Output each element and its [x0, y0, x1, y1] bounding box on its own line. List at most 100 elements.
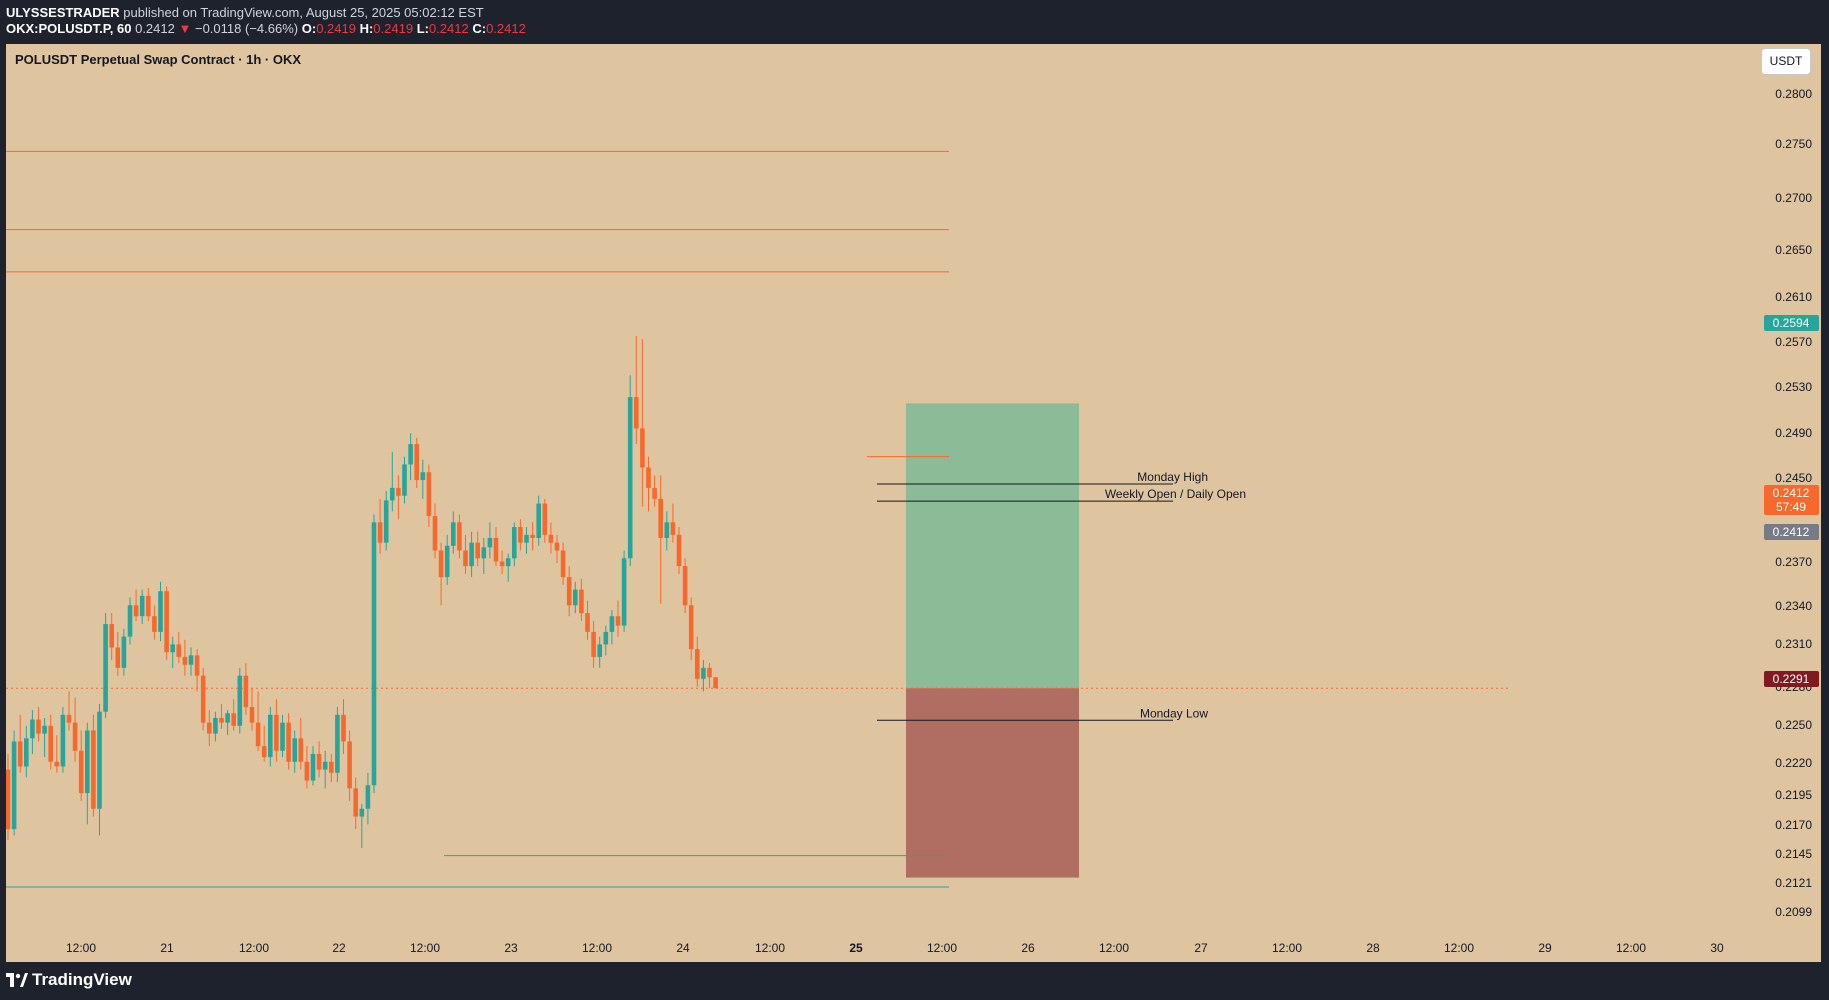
candle-body	[200, 675, 206, 723]
candle-body	[481, 547, 487, 559]
candle-body	[66, 714, 72, 723]
price-axis-label: 0.2800	[1775, 87, 1812, 101]
candle-body	[103, 624, 108, 712]
time-axis-label: 12:00	[1444, 941, 1474, 955]
candle-body	[377, 522, 383, 543]
candle-body	[158, 591, 163, 632]
candle-body	[579, 589, 584, 614]
time-axis-label: 12:00	[927, 941, 957, 955]
time-axis-label: 22	[332, 941, 346, 955]
time-axis-label: 23	[504, 941, 518, 955]
candle-body	[524, 534, 529, 543]
time-axis-label: 24	[676, 941, 690, 955]
candle-body	[695, 649, 700, 679]
candle-body	[11, 741, 17, 830]
candle-body	[707, 667, 712, 678]
candle-body	[292, 738, 297, 762]
candle-body	[207, 722, 212, 734]
candle-body	[627, 397, 633, 559]
price-axis-label: 0.2310	[1775, 637, 1812, 651]
tradingview-logo[interactable]: TradingView	[6, 970, 132, 990]
candle-body	[457, 522, 462, 551]
price-badge	[1764, 671, 1819, 687]
candle-body	[591, 631, 596, 657]
candle-body	[48, 725, 53, 762]
time-axis-label: 28	[1366, 941, 1380, 955]
candle-body	[548, 534, 554, 543]
open-label: O:	[301, 21, 317, 36]
price-badge-value: 0.2412	[1773, 525, 1810, 539]
price-change: −0.0118 (−4.66%)	[194, 21, 299, 36]
candle-body	[219, 717, 224, 723]
price-axis-label: 0.2250	[1775, 718, 1812, 732]
time-axis-label: 12:00	[1272, 941, 1302, 955]
candle-body	[243, 675, 249, 707]
candle-body	[701, 667, 706, 679]
candle-body	[536, 503, 541, 538]
candle-body	[280, 722, 285, 751]
candle-body	[487, 537, 493, 548]
price-badge	[1764, 485, 1819, 515]
low-value: 0.2412	[428, 21, 469, 36]
high-value: 0.2419	[373, 21, 414, 36]
candle-body	[17, 741, 23, 767]
candle-body	[573, 589, 578, 606]
candle-body	[475, 542, 480, 559]
annotations: Monday High Weekly Open / Daily Open Monda…	[867, 456, 1246, 721]
candle-body	[554, 542, 560, 551]
candle-body	[347, 741, 352, 789]
currency-button[interactable]: USDT	[1761, 48, 1811, 75]
candle-body	[420, 472, 426, 481]
candle-body	[499, 561, 505, 567]
price-axis-label: 0.2370	[1775, 555, 1812, 569]
symbol-label: OKX:POLUSDT.P, 60	[6, 21, 132, 36]
profit-zone	[906, 403, 1079, 689]
candle-body	[640, 428, 645, 468]
candle-body	[505, 558, 511, 567]
price-axis-label: 0.2450	[1775, 471, 1812, 485]
candle-body	[133, 605, 139, 617]
candle-body	[115, 647, 121, 668]
time-axis-label: 12:00	[410, 941, 440, 955]
candle-body	[634, 397, 639, 429]
chart-area[interactable]: Monday High Weekly Open / Daily Open Monda…	[6, 44, 1821, 962]
price-badge	[1764, 524, 1819, 540]
candle-body	[316, 753, 322, 770]
price-chart-svg[interactable]: Monday High Weekly Open / Daily Open Monda…	[6, 44, 1821, 962]
candle-body	[322, 761, 328, 770]
high-label: H:	[359, 21, 374, 36]
ohlc-line: OKX:POLUSDT.P, 60 0.2412 ▼ −0.0118 (−4.6…	[6, 21, 526, 37]
candle-body	[621, 558, 627, 626]
candle-body	[396, 487, 401, 496]
price-axis-label: 0.2700	[1775, 191, 1812, 205]
bottom-bar: TradingView	[0, 962, 1829, 1000]
candle-body	[152, 616, 157, 632]
price-axis-label: 0.2490	[1775, 426, 1812, 440]
price-badge-value: 0.2291	[1773, 672, 1810, 686]
candle-body	[371, 522, 377, 786]
price-axis-label: 0.2530	[1775, 380, 1812, 394]
candle-body	[121, 636, 127, 668]
candle-body	[146, 595, 151, 617]
price-axis-label: 0.2610	[1775, 290, 1812, 304]
candle-body	[255, 722, 261, 747]
candle-body	[560, 550, 566, 578]
candle-body	[164, 591, 169, 653]
chart-title: POLUSDT Perpetual Swap Contract · 1h · O…	[15, 52, 302, 67]
horizontal-levels	[6, 150, 1511, 888]
candle-body	[365, 785, 371, 809]
candle-body	[438, 550, 444, 578]
price-badge-value: 0.2594	[1773, 316, 1810, 330]
candle-body	[682, 566, 688, 606]
author-name[interactable]: ULYSSESTRADER	[6, 5, 120, 20]
candle-body	[463, 550, 468, 567]
time-axis-label: 26	[1021, 941, 1035, 955]
low-label: L:	[416, 21, 429, 36]
candle-body	[78, 750, 84, 794]
time-axis-label: 29	[1538, 941, 1552, 955]
price-axis: 0.2800 0.2750 0.2700 0.2650 0.2610 0.2570 0.25…	[1775, 87, 1812, 919]
candle-body	[36, 719, 41, 734]
time-axis-label: 12:00	[1099, 941, 1129, 955]
price-axis-label: 0.2220	[1775, 756, 1812, 770]
tradingview-logo-icon	[6, 973, 28, 987]
